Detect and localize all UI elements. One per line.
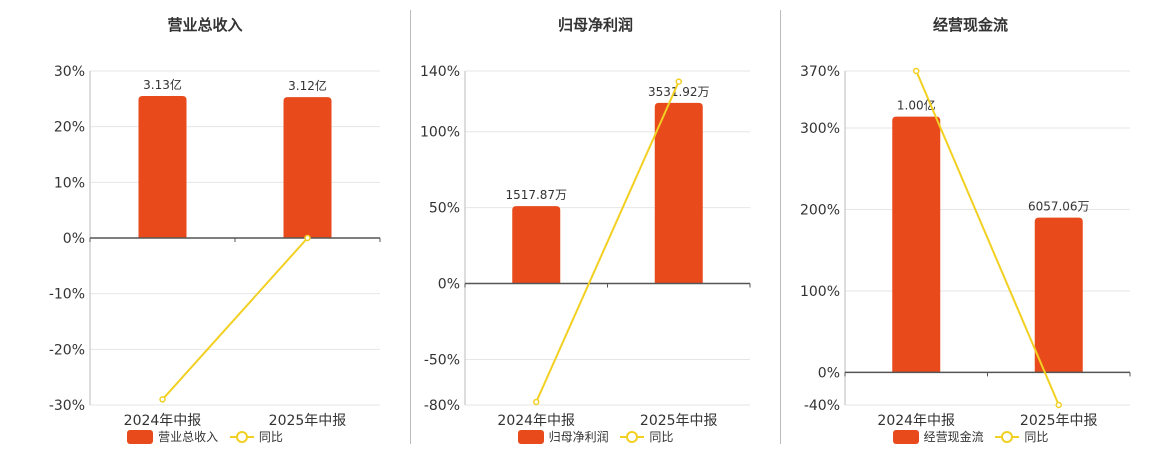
bar-swatch-icon <box>892 429 919 444</box>
yoy-series-line <box>535 81 680 403</box>
bar-data-label: 3531.92万 <box>648 85 710 99</box>
legend-item-line[interactable]: 同比 <box>995 428 1048 445</box>
yoy-point[interactable] <box>159 396 166 403</box>
y-tick-label: 100% <box>420 125 460 141</box>
yoy-point[interactable] <box>1055 401 1062 409</box>
y-tick-label: 300% <box>800 121 840 137</box>
line-marker-icon <box>229 430 254 444</box>
yoy-series-line <box>161 237 309 401</box>
legend-item-bar[interactable]: 经营现金流 <box>892 428 984 445</box>
bar[interactable] <box>283 97 332 238</box>
bar-data-label: 3.13亿 <box>143 77 182 92</box>
legend-item-bar[interactable]: 营业总收入 <box>127 428 218 445</box>
y-tick-label: 10% <box>54 175 85 191</box>
x-tick-label: 2024年中报 <box>497 413 575 429</box>
y-tick-label: -80% <box>424 398 460 414</box>
legend: 归母净利润 同比 <box>411 428 780 447</box>
panel-divider <box>780 10 781 444</box>
y-tick-label: -30% <box>49 398 85 414</box>
x-tick-label: 2025年中报 <box>269 413 347 429</box>
y-tick-label: -50% <box>424 352 460 368</box>
bar-data-label: 1.00亿 <box>897 98 936 113</box>
bar[interactable] <box>1034 217 1083 373</box>
y-tick-label: 100% <box>800 284 840 300</box>
legend: 营业总收入 同比 <box>0 428 410 447</box>
y-tick-label: 30% <box>54 64 85 80</box>
x-tick-label: 2025年中报 <box>1020 413 1098 429</box>
legend: 经营现金流 同比 <box>781 428 1160 447</box>
y-tick-label: 0% <box>438 277 460 293</box>
legend-item-bar[interactable]: 归母净利润 <box>517 428 609 445</box>
y-tick-label: 370% <box>800 64 840 80</box>
x-tick-label: 2024年中报 <box>124 413 202 429</box>
y-tick-label: 0% <box>818 365 840 381</box>
y-tick-label: 0% <box>63 231 85 247</box>
bar-swatch-icon <box>517 429 544 444</box>
y-tick-label: -40% <box>804 398 840 414</box>
bar[interactable] <box>512 206 561 284</box>
revenue-chart: 30% 20% 10% 0% -10% -20% -30% 3.13亿 2024年中报 3.12亿… <box>49 64 381 429</box>
x-tick-label: 2025年中报 <box>640 413 718 429</box>
x-tick-label: 2024年中报 <box>877 413 955 429</box>
bar[interactable] <box>654 102 703 284</box>
legend-item-line[interactable]: 同比 <box>620 428 673 445</box>
y-tick-label: 20% <box>54 120 85 136</box>
chart-panel-revenue: 营业总收入 30% 20% 10% 0% -10% -20% -30% 3.13亿 2024年中… <box>0 0 410 450</box>
y-tick-label: 200% <box>800 202 840 218</box>
panel-divider <box>410 10 411 444</box>
line-marker-icon <box>620 430 645 444</box>
net-profit-chart: 140% 100% 50% 0% -50% -80% 1517.87万 2024年中报 3531… <box>420 64 751 429</box>
bar[interactable] <box>892 116 941 373</box>
chart-panel-cash-flow: 经营现金流 370% 300% 200% 100% 0% -40% 1.00亿 2024年中报… <box>781 0 1160 450</box>
chart-title: 归母净利润 <box>557 16 633 34</box>
bar-swatch-icon <box>127 429 154 444</box>
line-marker-icon <box>995 430 1020 444</box>
chart-title: 营业总收入 <box>167 16 243 34</box>
chart-title: 经营现金流 <box>932 16 1008 34</box>
bar-data-label: 6057.06万 <box>1028 200 1090 214</box>
y-tick-label: -10% <box>49 287 85 303</box>
legend-item-line[interactable]: 同比 <box>229 428 283 445</box>
bar-data-label: 1517.87万 <box>505 188 567 202</box>
y-tick-label: 50% <box>429 201 460 217</box>
yoy-point[interactable] <box>533 398 540 406</box>
bar-data-label: 3.12亿 <box>288 78 327 93</box>
bar[interactable] <box>138 96 187 238</box>
y-tick-label: 140% <box>420 64 460 80</box>
yoy-point[interactable] <box>675 78 682 85</box>
y-tick-label: -20% <box>49 342 85 358</box>
yoy-point[interactable] <box>304 234 311 242</box>
yoy-series-line <box>915 70 1060 406</box>
chart-panel-net-profit: 归母净利润 140% 100% 50% 0% -50% -80% 1517.87万 2024年… <box>411 0 780 450</box>
cash-flow-chart: 370% 300% 200% 100% 0% -40% 1.00亿 2024年中报 6057.0… <box>800 64 1131 429</box>
yoy-point[interactable] <box>913 67 920 75</box>
